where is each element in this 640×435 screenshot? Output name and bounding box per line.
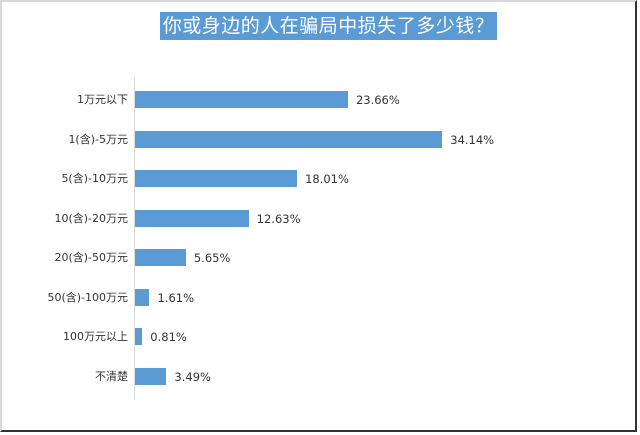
- bar: [135, 170, 298, 187]
- category-label: 1万元以下: [77, 93, 128, 106]
- category-label: 10(含)-20万元: [54, 211, 128, 225]
- bar-row: 10(含)-20万元 12.63%: [0, 209, 640, 228]
- bar-row: 100万元以上 0.81%: [0, 328, 640, 346]
- value-label: 12.63%: [256, 211, 301, 226]
- bar: [135, 328, 143, 345]
- bar: [135, 91, 348, 108]
- value-label: 23.66%: [355, 93, 400, 107]
- bar-row: 1(含)-5万元 34.14%: [0, 130, 640, 149]
- value-label: 34.14%: [450, 132, 495, 147]
- chart-title: 你或身边的人在骗局中损失了多少钱？: [160, 12, 497, 40]
- bar-row: 不清楚 3.49%: [0, 367, 640, 386]
- value-label: 3.49%: [174, 369, 211, 384]
- category-axis-line: [134, 78, 135, 400]
- category-label: 100万元以上: [63, 330, 128, 343]
- bar-row: 50(含)-100万元 1.61%: [0, 288, 640, 307]
- value-label: 0.81%: [150, 330, 187, 344]
- bar: [135, 130, 443, 148]
- bar: [135, 288, 150, 306]
- category-label: 5(含)-10万元: [61, 172, 128, 185]
- bar-row: 5(含)-10万元 18.01%: [0, 170, 640, 188]
- bar: [135, 367, 167, 385]
- category-label: 50(含)-100万元: [47, 290, 128, 304]
- value-label: 18.01%: [305, 172, 349, 186]
- bar: [135, 249, 186, 266]
- bar-row: 20(含)-50万元 5.65%: [0, 249, 640, 267]
- bar: [135, 209, 249, 227]
- category-label: 20(含)-50万元: [54, 251, 128, 264]
- value-label: 1.61%: [157, 290, 195, 305]
- category-label: 1(含)-5万元: [68, 132, 128, 146]
- value-label: 5.65%: [193, 251, 231, 265]
- bar-row: 1万元以下 23.66%: [0, 91, 640, 109]
- category-label: 不清楚: [95, 369, 128, 383]
